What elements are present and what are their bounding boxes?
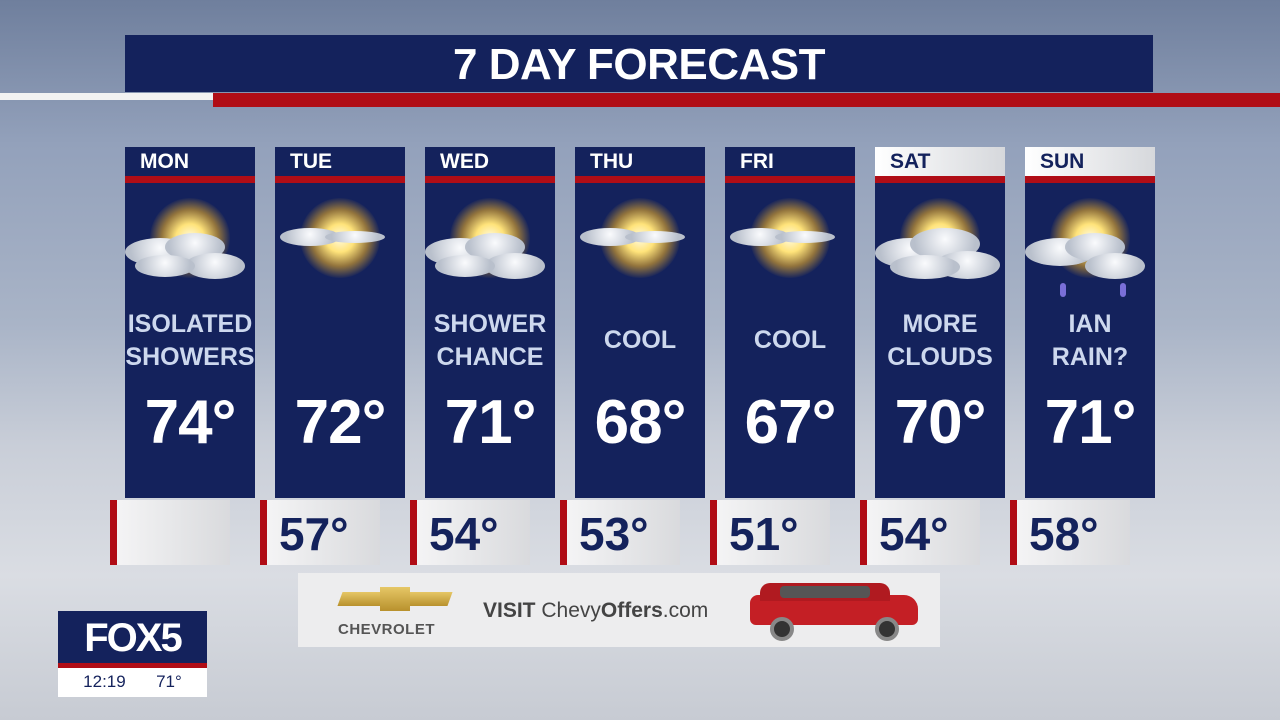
day-divider	[875, 176, 1005, 183]
condition-line-1: MORE	[902, 309, 978, 338]
fox5-station-bug: FOX5 12:19 71°	[58, 611, 207, 697]
condition-line-1: SHOWER	[433, 309, 547, 338]
high-temp: 71°	[1044, 388, 1137, 457]
day-label: MON	[140, 150, 189, 173]
sunny-icon	[275, 183, 405, 293]
condition-text: COOL	[575, 293, 705, 388]
day-label: WED	[440, 150, 489, 173]
day-divider	[125, 176, 255, 183]
day-label: FRI	[740, 150, 774, 173]
low-temp	[110, 500, 230, 565]
forecast-day-tue: TUE 72°	[275, 147, 405, 498]
day-label: SUN	[1025, 147, 1155, 176]
chevrolet-ad-banner[interactable]: CHEVROLET VISIT ChevyOffers.com	[298, 573, 940, 647]
forecast-day-sat: SAT MORE CLOUDS 70°	[875, 147, 1005, 498]
condition-line-1: ISOLATED	[127, 309, 253, 338]
clouds-rain-icon	[1025, 183, 1155, 297]
fox5-logo: FOX5	[58, 611, 207, 663]
ad-site-b: Offers	[600, 599, 663, 622]
current-time: 12:19	[83, 672, 126, 691]
day-label: TUE	[290, 150, 332, 173]
forecast-day-fri: FRI COOL 67°	[725, 147, 855, 498]
high-temp: 71°	[444, 388, 537, 457]
logo-red-stripe	[58, 663, 207, 668]
sunny-icon	[725, 183, 855, 293]
ad-site-c: .com	[662, 599, 709, 622]
chevrolet-wordmark: CHEVROLET	[338, 621, 436, 638]
high-temp: 74°	[144, 388, 237, 457]
current-temp: 71°	[156, 672, 182, 691]
high-temp: 70°	[894, 388, 987, 457]
condition-text	[275, 293, 405, 388]
high-temp: 67°	[744, 388, 837, 457]
red-accent-line	[213, 93, 1280, 107]
sun-behind-clouds-icon	[425, 183, 555, 293]
ad-visit: VISIT	[483, 599, 536, 622]
condition-text: COOL	[725, 293, 855, 388]
high-temp: 72°	[294, 388, 387, 457]
forecast-day-wed: WED SHOWER CHANCE 71°	[425, 147, 555, 498]
day-divider	[575, 176, 705, 183]
forecast-day-thu: THU COOL 68°	[575, 147, 705, 498]
ad-text: VISIT ChevyOffers.com	[483, 599, 708, 623]
red-suv-image	[750, 581, 920, 641]
ad-site-a: Chevy	[541, 599, 601, 622]
page-title: 7 DAY FORECAST	[125, 35, 1153, 92]
low-temp: 53°	[560, 500, 680, 565]
low-temp: 51°	[710, 500, 830, 565]
condition-line-1: COOL	[603, 326, 677, 354]
condition-text: SHOWER CHANCE	[425, 293, 555, 388]
condition-text: IAN RAIN?	[1025, 293, 1155, 388]
condition-line-2: CHANCE	[436, 342, 544, 371]
white-accent-line	[0, 93, 213, 100]
day-divider	[1025, 176, 1155, 183]
sunny-icon	[575, 183, 705, 293]
condition-line-1: IAN	[1068, 309, 1112, 338]
day-label: SAT	[875, 147, 1005, 176]
condition-text: ISOLATED SHOWERS	[125, 293, 255, 388]
forecast-day-mon: MON ISOLATED SHOWERS 74°	[125, 147, 255, 498]
condition-line-2: RAIN?	[1051, 342, 1129, 371]
mostly-cloudy-icon	[875, 183, 1005, 293]
condition-text: MORE CLOUDS	[875, 293, 1005, 388]
condition-line-1: COOL	[753, 326, 827, 354]
low-temp: 54°	[410, 500, 530, 565]
high-temp: 68°	[594, 388, 687, 457]
day-divider	[725, 176, 855, 183]
condition-line-2: CLOUDS	[887, 342, 993, 371]
low-temp: 57°	[260, 500, 380, 565]
sun-behind-clouds-icon	[125, 183, 255, 293]
chevrolet-bowtie-icon	[337, 587, 453, 611]
low-temp: 54°	[860, 500, 980, 565]
day-label: THU	[590, 150, 634, 173]
day-divider	[275, 176, 405, 183]
forecast-day-sun: SUN IAN RAIN? 71°	[1025, 147, 1155, 498]
day-divider	[425, 176, 555, 183]
condition-line-2: SHOWERS	[125, 342, 255, 371]
low-temp: 58°	[1010, 500, 1130, 565]
